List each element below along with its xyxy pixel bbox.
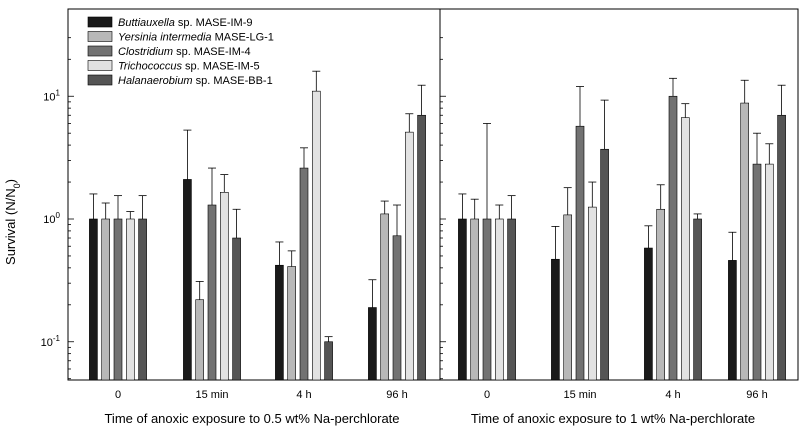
bar [458, 218, 467, 381]
bar [680, 117, 690, 381]
legend-item: Yersinia intermedia MASE-LG-1 [87, 31, 274, 44]
bar [777, 114, 786, 381]
bar [656, 208, 666, 381]
x-tick-label: 96 h [746, 389, 767, 401]
legend-label: Halanaerobium sp. MASE-BB-1 [118, 75, 273, 87]
y-axis-label: Survival (N/N0) [3, 179, 22, 265]
bar [392, 235, 402, 381]
x-tick-label: 15 min [195, 389, 228, 401]
bar [404, 131, 414, 381]
bar [728, 260, 737, 381]
x-tick-label: 96 h [386, 389, 407, 401]
bar [764, 163, 774, 381]
bar [482, 218, 492, 381]
panel-frame [439, 8, 799, 381]
x-tick-label: 0 [115, 389, 121, 401]
x-axis-label: Time of anoxic exposure to 0.5 wt% Na-pe… [104, 411, 399, 426]
legend-swatch [87, 74, 113, 86]
chart-panel-2: 0 15 min 4 h 96 h Time of anoxic exposure to… [439, 8, 799, 426]
chart-panels: 10-1 100 101 0 15 min 4 h 96 h Time of anoxic e… [41, 8, 799, 426]
bar [89, 218, 98, 381]
y-tick-label: 10-1 [41, 334, 61, 349]
bar [220, 192, 229, 381]
x-tick-label: 0 [484, 389, 490, 401]
x-tick-label: 15 min [563, 389, 596, 401]
y-tick-label: 100 [43, 211, 60, 226]
legend-label: Yersinia intermedia MASE-LG-1 [118, 32, 274, 44]
bar [311, 90, 321, 381]
bar [600, 148, 609, 381]
bar [494, 218, 504, 381]
legend-label: Clostridium sp. MASE-IM-4 [118, 46, 251, 58]
legend-item: Clostridium sp. MASE-IM-4 [87, 45, 251, 58]
legend-swatch [87, 31, 113, 42]
bar [380, 213, 390, 381]
legend-label: Buttiauxella sp. MASE-IM-9 [118, 17, 253, 29]
x-tick-label: 4 h [296, 389, 311, 401]
x-axis-label: Time of anoxic exposure to 1 wt% Na-perc… [471, 411, 755, 426]
bar [275, 264, 284, 381]
bar [113, 218, 123, 381]
legend-swatch [87, 45, 113, 57]
bar [417, 114, 426, 381]
bar [693, 218, 702, 381]
bar [563, 214, 573, 381]
x-tick-label: 4 h [665, 389, 680, 401]
bar [668, 95, 678, 381]
bar [183, 179, 192, 381]
legend-item: Trichococcus sp. MASE-IM-5 [87, 60, 260, 73]
bar [324, 341, 333, 381]
bar [287, 266, 297, 381]
bar [232, 237, 241, 381]
legend-swatch [87, 60, 113, 71]
bar [740, 102, 750, 381]
bar [195, 299, 204, 381]
legend-label: Trichococcus sp. MASE-IM-5 [118, 61, 260, 73]
bar [644, 247, 653, 381]
bar [368, 307, 377, 381]
bar [551, 258, 560, 381]
legend-item: Buttiauxella sp. MASE-IM-9 [87, 16, 253, 29]
bar [587, 206, 597, 381]
y-tick-label: 101 [43, 88, 60, 103]
legend: Buttiauxella sp. MASE-IM-9 Yersinia inter… [87, 16, 274, 87]
bar [101, 218, 110, 381]
bar [138, 218, 147, 381]
bar [207, 204, 217, 381]
bar [126, 218, 135, 381]
legend-item: Halanaerobium sp. MASE-BB-1 [87, 74, 273, 87]
bar [507, 218, 516, 381]
bar [575, 125, 585, 381]
bar [752, 163, 762, 381]
bar [299, 167, 309, 381]
legend-swatch [87, 16, 113, 28]
chart-panel-1: 10-1 100 101 0 15 min 4 h 96 h Time of anoxic e… [41, 8, 441, 426]
bar [470, 218, 480, 381]
